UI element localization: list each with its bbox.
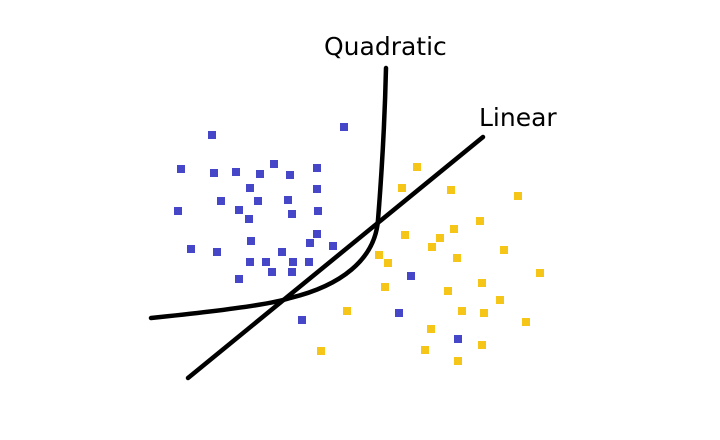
- class-b-points: [317, 163, 544, 365]
- class-a-point: [262, 258, 270, 266]
- class-a-point: [213, 248, 221, 256]
- class-b-point: [447, 186, 455, 194]
- class-a-point: [232, 168, 240, 176]
- class-a-point: [313, 185, 321, 193]
- class-a-point: [298, 316, 306, 324]
- class-a-point: [284, 196, 292, 204]
- class-b-point: [478, 279, 486, 287]
- class-b-point: [421, 346, 429, 354]
- class-a-point: [313, 230, 321, 238]
- class-a-point: [245, 215, 253, 223]
- class-a-point: [288, 210, 296, 218]
- class-a-point: [278, 248, 286, 256]
- class-b-point: [427, 325, 435, 333]
- linear-label: Linear: [479, 103, 557, 132]
- class-a-point: [407, 272, 415, 280]
- class-a-point: [329, 242, 337, 250]
- class-a-point: [247, 237, 255, 245]
- class-b-point: [381, 283, 389, 291]
- class-a-point: [187, 245, 195, 253]
- class-b-point: [454, 357, 462, 365]
- class-a-point: [340, 123, 348, 131]
- class-a-points: [174, 123, 462, 343]
- linear-boundary-line: [185, 134, 486, 381]
- class-b-point: [478, 341, 486, 349]
- class-b-point: [444, 287, 452, 295]
- class-a-point: [454, 335, 462, 343]
- class-a-point: [395, 309, 403, 317]
- class-a-point: [270, 160, 278, 168]
- class-b-point: [428, 243, 436, 251]
- class-a-point: [288, 268, 296, 276]
- class-a-point: [268, 268, 276, 276]
- class-b-point: [450, 225, 458, 233]
- class-b-point: [343, 307, 351, 315]
- class-a-point: [254, 197, 262, 205]
- class-b-point: [413, 163, 421, 171]
- class-a-point: [305, 258, 313, 266]
- class-a-point: [217, 197, 225, 205]
- quadratic-label: Quadratic: [324, 32, 447, 61]
- class-a-point: [210, 169, 218, 177]
- class-b-point: [458, 307, 466, 315]
- class-b-point: [496, 296, 504, 304]
- class-a-point: [256, 170, 264, 178]
- class-b-point: [453, 254, 461, 262]
- class-a-point: [289, 258, 297, 266]
- class-b-point: [401, 231, 409, 239]
- class-b-point: [436, 234, 444, 242]
- class-b-point: [500, 246, 508, 254]
- class-a-point: [177, 165, 185, 173]
- class-a-point: [313, 164, 321, 172]
- class-a-point: [286, 171, 294, 179]
- class-b-point: [384, 259, 392, 267]
- class-a-point: [246, 258, 254, 266]
- class-a-point: [235, 206, 243, 214]
- class-b-point: [398, 184, 406, 192]
- class-a-point: [306, 239, 314, 247]
- class-a-point: [314, 207, 322, 215]
- class-b-point: [375, 251, 383, 259]
- class-b-point: [317, 347, 325, 355]
- class-b-point: [480, 309, 488, 317]
- quadratic-boundary-curve: [148, 65, 389, 321]
- class-a-point: [246, 184, 254, 192]
- class-b-point: [514, 192, 522, 200]
- class-b-point: [476, 217, 484, 225]
- class-a-point: [235, 275, 243, 283]
- class-b-point: [536, 269, 544, 277]
- class-a-point: [174, 207, 182, 215]
- class-a-point: [208, 131, 216, 139]
- class-b-point: [522, 318, 530, 326]
